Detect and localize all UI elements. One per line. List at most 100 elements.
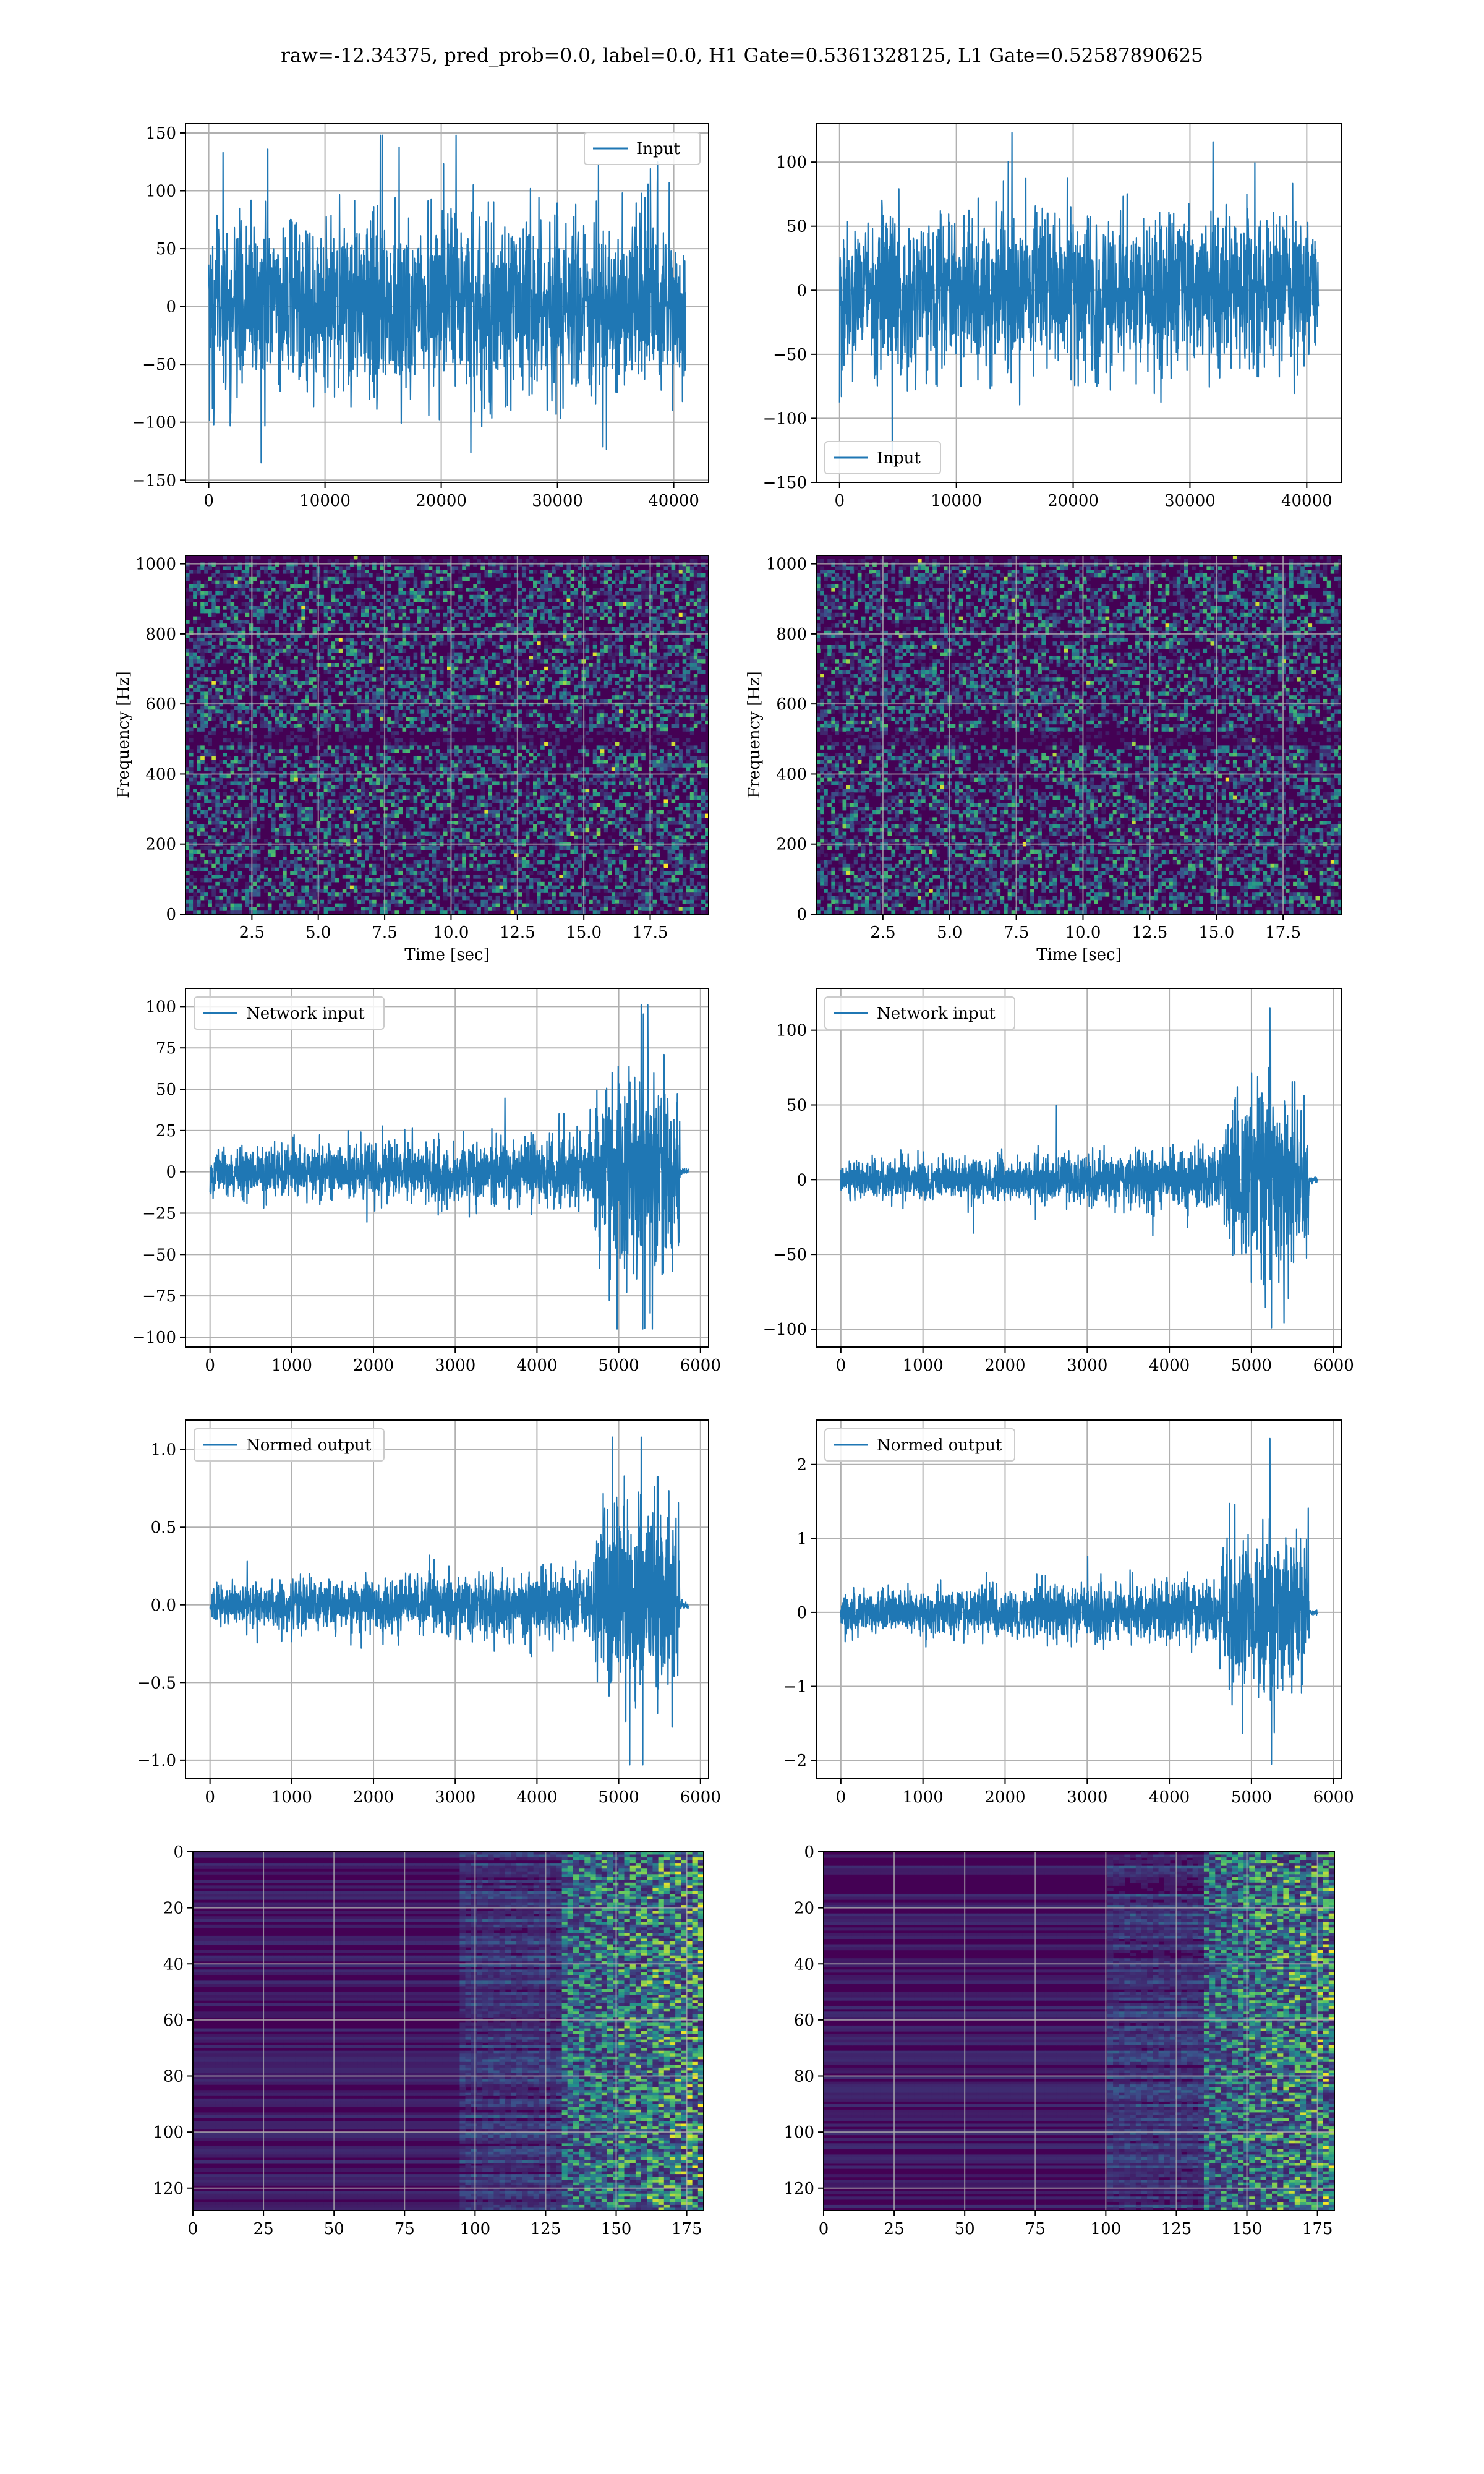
heatmap-cell: [607, 591, 612, 596]
heatmap-cell: [439, 767, 444, 771]
heatmap-cell: [537, 602, 541, 606]
heatmap-cell: [623, 792, 627, 797]
heatmap-cell: [488, 659, 493, 664]
heatmap-cell: [387, 663, 391, 667]
heatmap-cell: [638, 677, 642, 682]
heatmap-cell: [294, 724, 298, 728]
heatmap-cell: [226, 699, 231, 703]
heatmap-cell: [219, 573, 223, 578]
heatmap-cell: [215, 576, 220, 581]
heatmap-cell: [454, 652, 459, 656]
heatmap-cell: [615, 695, 620, 700]
heatmap-cell: [540, 724, 545, 728]
heatmap-cell: [365, 713, 369, 717]
heatmap-cell: [263, 620, 268, 624]
heatmap-cell: [678, 588, 683, 592]
heatmap-cell: [211, 777, 216, 782]
heatmap-cell: [335, 724, 339, 728]
heatmap-cell: [600, 606, 605, 610]
heatmap-cell: [499, 620, 504, 624]
heatmap-cell: [570, 641, 574, 646]
heatmap-cell: [492, 566, 497, 570]
y-tick-label: −150: [763, 474, 807, 492]
heatmap-cell: [353, 763, 358, 768]
heatmap-cell: [630, 670, 634, 674]
heatmap-cell: [357, 623, 362, 628]
heatmap-cell: [540, 659, 545, 664]
heatmap-cell: [335, 674, 339, 678]
heatmap-cell: [525, 606, 530, 610]
heatmap-cell: [574, 652, 579, 656]
heatmap-cell: [365, 717, 369, 721]
heatmap-cell: [592, 652, 597, 656]
heatmap-cell: [357, 573, 362, 578]
heatmap-cell: [349, 627, 354, 631]
heatmap-cell: [537, 681, 541, 685]
heatmap-cell: [312, 620, 317, 624]
heatmap-cell: [349, 792, 354, 797]
heatmap-cell: [514, 630, 519, 635]
heatmap-cell: [406, 724, 411, 728]
heatmap-cell: [387, 606, 391, 610]
heatmap-cell: [480, 562, 485, 567]
heatmap-cell: [387, 745, 391, 750]
heatmap-cell: [585, 594, 590, 599]
heatmap-cell: [447, 623, 451, 628]
heatmap-cell: [603, 789, 608, 793]
heatmap-cell: [548, 609, 552, 614]
heatmap-cell: [458, 709, 463, 714]
heatmap-cell: [619, 745, 623, 750]
heatmap-cell: [439, 641, 444, 646]
heatmap-cell: [619, 634, 623, 638]
heatmap-cell: [215, 580, 220, 584]
heatmap-cell: [263, 598, 268, 602]
heatmap-cell: [237, 713, 242, 717]
heatmap-cell: [391, 760, 395, 764]
heatmap-cell: [619, 713, 623, 717]
heatmap-cell: [402, 641, 407, 646]
heatmap-cell: [197, 760, 201, 764]
heatmap-cell: [424, 576, 429, 581]
heatmap-cell: [510, 720, 515, 725]
heatmap-cell: [525, 627, 530, 631]
heatmap-cell: [439, 688, 444, 692]
heatmap-cell: [223, 753, 227, 757]
heatmap-cell: [309, 634, 313, 638]
heatmap-cell: [189, 570, 194, 574]
heatmap-cell: [189, 771, 194, 775]
heatmap-cell: [607, 641, 612, 646]
heatmap-cell: [656, 727, 660, 732]
heatmap-cell: [506, 724, 511, 728]
heatmap-cell: [380, 777, 384, 782]
heatmap-cell: [552, 706, 556, 710]
heatmap-cell: [552, 789, 556, 793]
heatmap-cell: [693, 749, 698, 753]
heatmap-cell: [342, 731, 347, 735]
heatmap-cell: [570, 620, 574, 624]
heatmap-cell: [682, 580, 687, 584]
heatmap-cell: [294, 777, 298, 782]
heatmap-cell: [398, 566, 403, 570]
heatmap-cell: [630, 738, 634, 743]
heatmap-cell: [406, 749, 411, 753]
heatmap-cell: [376, 666, 380, 671]
heatmap-cell: [237, 691, 242, 696]
heatmap-cell: [219, 620, 223, 624]
heatmap-cell: [566, 760, 571, 764]
heatmap-cell: [533, 656, 537, 660]
heatmap-cell: [518, 724, 522, 728]
heatmap-cell: [592, 612, 597, 617]
heatmap-cell: [402, 677, 407, 682]
heatmap-cell: [245, 749, 250, 753]
heatmap-cell: [305, 738, 309, 743]
heatmap-cell: [186, 659, 190, 664]
heatmap-cell: [693, 756, 698, 761]
heatmap-cell: [208, 609, 212, 614]
heatmap-cell: [331, 598, 336, 602]
heatmap-cell: [615, 681, 620, 685]
heatmap-cell: [615, 724, 620, 728]
heatmap-cell: [211, 612, 216, 617]
heatmap-cell: [634, 753, 638, 757]
heatmap-cell: [391, 656, 395, 660]
heatmap-cell: [406, 623, 411, 628]
